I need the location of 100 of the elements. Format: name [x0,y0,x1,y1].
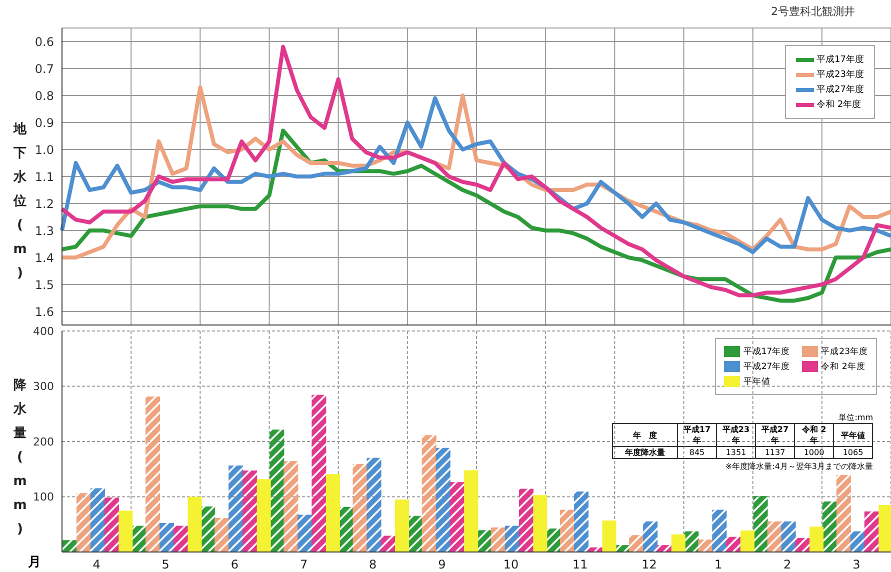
x-tick-label: 4 [92,558,100,572]
y-tick-label: 1.0 [34,142,54,157]
legend-label: 令和 2年度 [821,360,866,372]
bar [174,526,188,552]
bar [76,493,91,552]
bar [464,470,478,552]
bar [740,530,754,552]
bar [188,496,202,552]
bar [160,523,174,552]
y-tick-label: 1.5 [34,278,54,292]
line-series [60,44,891,298]
bar [366,458,382,552]
bar [436,448,450,552]
bar [62,540,77,552]
legend-label: 平成17年度 [743,346,790,358]
annotation: 令和 2年 [794,424,834,446]
bar [450,482,464,552]
bar [214,518,230,552]
y-tick-label: 400 [33,324,54,338]
annotation: 平成23年 [716,424,756,446]
bar [684,531,699,552]
annotation: 1000 [794,446,834,458]
bar [836,474,851,552]
bar [146,396,160,552]
y-tick-label: 0.7 [34,62,54,76]
bar [643,521,658,552]
annotation: 平年値 [834,424,872,446]
bar [326,474,340,552]
bar [795,538,810,552]
legend-label: 平成27年度 [816,84,864,96]
y-tick-label: 200 [33,435,54,448]
x-tick-label: 6 [230,558,239,572]
y-tick-label: 1.1 [34,170,54,184]
bar [422,435,436,552]
bar [864,511,879,552]
y-tick-label: 1.6 [34,304,54,319]
y-tick-label: 0.9 [34,116,54,130]
annotation: 845 [678,446,716,458]
y-tick-label: 0.8 [34,88,54,103]
x-tick-label: 9 [438,558,446,572]
x-tick-label: 5 [162,558,170,572]
bar [490,527,506,552]
bar [767,521,782,552]
bar [657,545,672,552]
x-tick-label: 2 [784,558,792,572]
annotation: 1065 [834,446,872,458]
bar [380,536,396,552]
y-axis-title: 地下水位(m) [12,121,28,283]
bar [629,535,644,552]
annotation: 1137 [756,446,794,458]
x-tick-label: 7 [300,558,308,572]
legend-label: 平年値 [743,376,770,388]
x-tick-label: 11 [572,558,588,572]
bar [284,461,298,552]
bar [118,510,133,552]
legend-label: 平成23年度 [821,346,868,358]
bar [698,540,713,552]
bar [781,521,796,552]
bar [270,430,284,552]
chart-title: 2号豊科北観測井 [771,4,855,19]
bar [298,514,312,552]
bar [504,526,520,552]
bar [574,492,589,552]
legend-label: 令和 2年度 [816,98,862,111]
bar [90,488,105,552]
annotation: 平成27年 [756,424,794,446]
bar [560,510,575,552]
bar [242,470,258,552]
x-tick-label: 10 [503,558,519,572]
bar [850,531,865,552]
bar [228,466,244,552]
x-tick-label: 8 [369,558,377,572]
bar [822,501,837,552]
bar [256,479,271,552]
x-axis-title: 月 [28,554,41,571]
bar [712,510,727,552]
bar [671,534,686,552]
bar [602,520,616,552]
annotation: 1351 [716,446,756,458]
bar [104,498,119,552]
bar [810,526,824,552]
annotation: 年 度 [612,424,678,446]
y-tick-label: 1.3 [34,224,54,238]
bar [533,495,548,552]
annotation: 平成17年 [678,424,716,446]
legend-label: 平成27年度 [743,360,790,372]
y-tick-label: 1.2 [34,196,54,211]
legend-label: 平成23年度 [816,68,864,81]
bar [395,500,410,552]
legend-label: 平成17年度 [816,54,864,66]
y-tick-label: 100 [33,490,54,504]
y-tick-label: 300 [33,380,54,394]
bar [312,394,326,552]
annotation: ※年度降水量:4月～翌年3月までの降水量 [724,461,873,472]
x-tick-label: 12 [642,558,657,572]
bar [352,464,368,552]
y-tick-label: 0.6 [34,34,54,49]
y-axis-title: 降水量(mm) [12,377,28,539]
annotation: 単位:mm [838,412,873,423]
annotation: 年度降水量 [612,446,678,458]
